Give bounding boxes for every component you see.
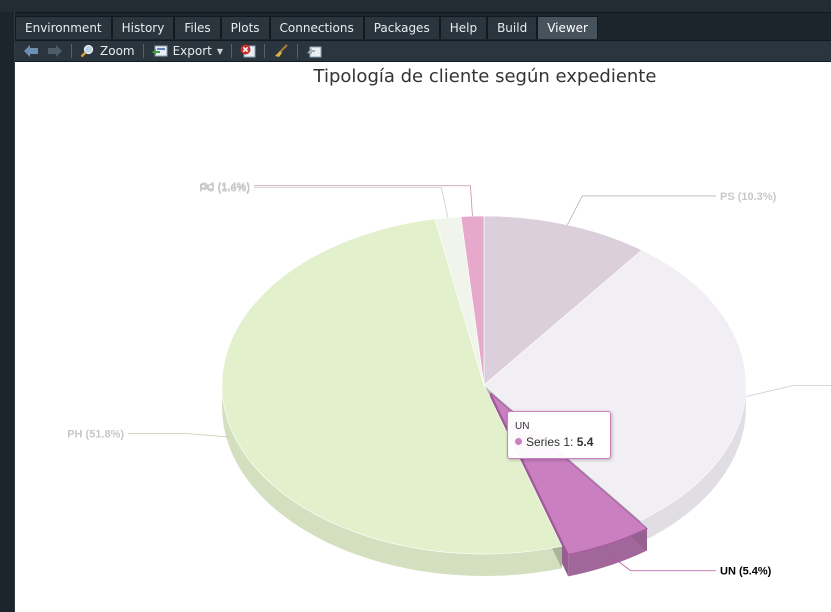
toolbar-separator — [71, 44, 72, 58]
pie-side-un — [568, 528, 648, 577]
tab-build[interactable]: Build — [487, 16, 538, 39]
viewer-toolbar: Zoom Export ▼ — [15, 40, 831, 62]
toolbar-separator — [142, 44, 144, 58]
chevron-down-icon: ▼ — [216, 46, 224, 56]
tab-help[interactable]: Help — [439, 16, 488, 39]
tab-packages[interactable]: Packages — [363, 16, 440, 39]
left-pane-edge — [0, 12, 15, 612]
tooltip-series-marker — [515, 438, 522, 446]
tooltip-series-label: Series 1: — [526, 435, 577, 449]
forward-arrow-icon — [48, 45, 62, 57]
tab-files[interactable]: Files — [174, 16, 221, 39]
clear-all-icon — [275, 44, 288, 57]
connector-un — [609, 554, 716, 572]
tab-plots[interactable]: Plots — [220, 16, 270, 39]
back-arrow-icon — [24, 45, 38, 57]
pie-side-as — [640, 385, 746, 543]
data-label-oj: OJ (1.4%) — [200, 181, 250, 193]
data-label-ph: PH (51.8%) — [67, 428, 124, 440]
pie-slice-ps[interactable] — [483, 215, 643, 386]
back-button[interactable] — [19, 41, 43, 61]
toolbar-separator — [231, 44, 233, 58]
forward-button[interactable] — [43, 41, 67, 61]
window-top-strip — [0, 0, 831, 13]
data-label-un: UN (5.4%) — [720, 566, 772, 578]
tooltip-value: 5.4 — [576, 435, 594, 449]
connector-oj — [254, 185, 473, 217]
pane-tab-bar: Environment History Files Plots Connecti… — [15, 16, 831, 40]
clear-all-button[interactable] — [269, 41, 293, 61]
remove-viewer-icon — [240, 44, 256, 58]
popout-icon — [307, 46, 322, 58]
chart-title: Tipología de cliente según expediente — [313, 66, 657, 87]
tab-history[interactable]: History — [111, 16, 175, 39]
pie-labels: PS (10.3%)AS (29.UN (5.4%)PH (51.8%)PC (… — [67, 181, 831, 578]
data-label-ps: PS (10.3%) — [720, 191, 777, 203]
toolbar-separator — [264, 44, 266, 58]
data-label-pc: PC (1.6%) — [199, 182, 250, 194]
export-icon — [151, 45, 168, 57]
viewer-pane: Environment History Files Plots Connecti… — [15, 12, 831, 612]
remove-viewer-button[interactable] — [236, 41, 260, 61]
zoom-icon — [80, 44, 94, 58]
chart-tooltip: UN Series 1: 5.4 — [507, 411, 611, 459]
connector-ph — [128, 432, 230, 438]
tooltip-series-line: Series 1: 5.4 — [515, 435, 593, 449]
export-label: Export — [172, 44, 212, 58]
tab-connections[interactable]: Connections — [269, 16, 364, 39]
viewer-content: Tipología de cliente según expediente PS… — [15, 62, 831, 612]
pie-tops — [221, 215, 747, 555]
tooltip-category: UN — [515, 421, 530, 432]
tab-environment[interactable]: Environment — [15, 16, 112, 39]
export-button[interactable]: Export ▼ — [148, 41, 227, 61]
tab-viewer[interactable]: Viewer — [537, 16, 598, 39]
toolbar-separator — [297, 44, 299, 58]
zoom-label: Zoom — [100, 44, 135, 58]
pie-side-ph — [222, 385, 562, 576]
popout-button[interactable] — [302, 41, 326, 61]
pie-slice-ph[interactable] — [221, 218, 563, 555]
pie-chart: PS (10.3%)AS (29.UN (5.4%)PH (51.8%)PC (… — [67, 181, 831, 578]
connector-ps — [566, 195, 716, 225]
connector-as — [745, 385, 831, 397]
zoom-button[interactable]: Zoom — [76, 41, 139, 61]
pie-slice-as[interactable] — [483, 249, 747, 521]
connector-pc — [254, 187, 449, 218]
